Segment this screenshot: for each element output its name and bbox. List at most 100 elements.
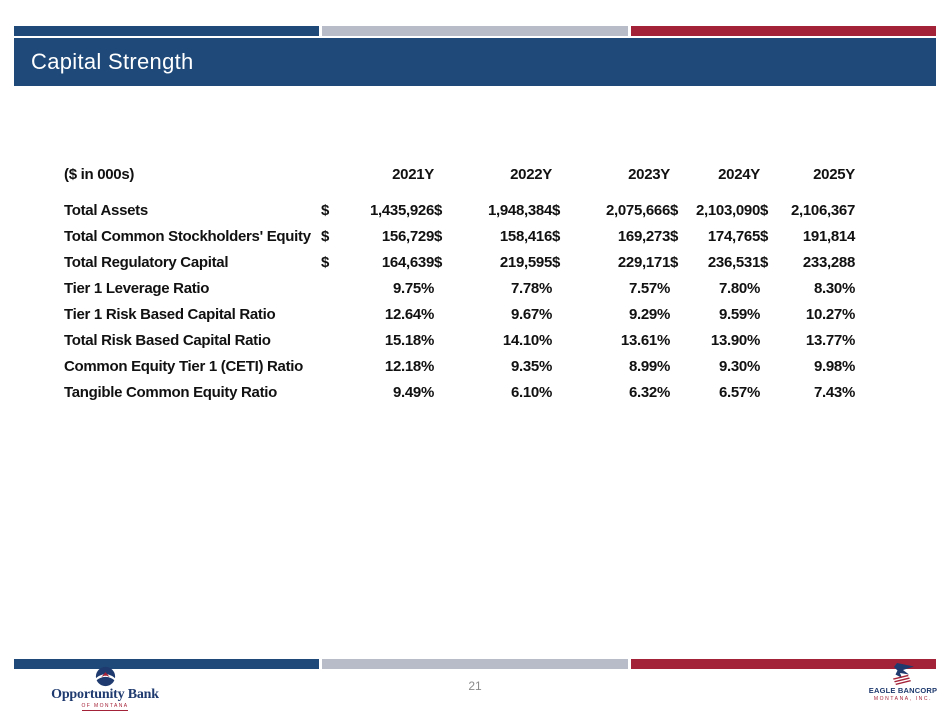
value-cell: 2,075,666 — [605, 201, 670, 219]
dollar-sign-cell — [670, 353, 686, 379]
title-banner: Capital Strength — [14, 38, 936, 86]
accent-segment-red — [630, 26, 936, 36]
dollar-sign-cell: $ — [670, 227, 679, 245]
opportunity-bank-name: Opportunity Bank — [51, 687, 159, 702]
value-cell: 156,729 — [381, 227, 434, 245]
table-row: Total Common Stockholders' Equity $156,72… — [64, 223, 855, 249]
value-cell: 13.61% — [620, 331, 670, 349]
value-cell: 6.10% — [510, 383, 552, 401]
dollar-sign-cell — [434, 301, 450, 327]
dollar-sign-cell: $ — [321, 201, 330, 219]
value-cell: 191,814 — [802, 227, 855, 245]
dollar-sign-cell: $ — [552, 227, 561, 245]
value-cell: 6.32% — [628, 383, 670, 401]
row-label: Tier 1 Leverage Ratio — [64, 279, 210, 297]
value-cell: 9.98% — [813, 357, 855, 375]
dollar-sign-cell — [552, 379, 568, 405]
table-row: Tier 1 Leverage Ratio 9.75% 7.78% 7.57% 7.80… — [64, 275, 855, 301]
year-header: 2022Y — [510, 166, 552, 183]
dollar-sign-cell — [760, 275, 776, 301]
row-label: Total Regulatory Capital — [64, 253, 229, 271]
dollar-sign-cell — [321, 353, 337, 379]
value-cell: 2,103,090 — [695, 201, 760, 219]
value-cell: 158,416 — [499, 227, 552, 245]
row-label: Common Equity Tier 1 (CETI) Ratio — [64, 357, 304, 375]
value-cell: 12.18% — [384, 357, 434, 375]
accent-segment-gray — [322, 659, 628, 669]
accent-segment-blue — [14, 659, 320, 669]
accent-segment-gray — [322, 26, 628, 36]
dollar-sign-cell — [321, 301, 337, 327]
dollar-sign-cell: $ — [434, 253, 443, 271]
value-cell: 236,531 — [707, 253, 760, 271]
dollar-sign-cell: $ — [321, 253, 330, 271]
row-label: Total Common Stockholders' Equity — [64, 227, 311, 245]
value-cell: 9.59% — [718, 305, 760, 323]
dollar-sign-cell: $ — [552, 201, 561, 219]
table-row: Tangible Common Equity Ratio 9.49% 6.10% 6.… — [64, 379, 855, 405]
page-title: Capital Strength — [31, 49, 194, 74]
dollar-sign-cell — [434, 353, 450, 379]
value-cell: 9.49% — [392, 383, 434, 401]
table-row: Total Assets $1,435,926 $1,948,384 $2,075,6… — [64, 197, 855, 223]
bottom-accent-bar — [14, 659, 936, 669]
opportunity-bank-subtitle: OF MONTANA — [81, 703, 129, 711]
value-cell: 233,288 — [802, 253, 855, 271]
dollar-sign-cell — [670, 379, 686, 405]
table-header-row: ($ in 000s) 2021Y 2022Y 2023Y 2024Y 2025Y — [64, 163, 855, 197]
value-cell: 2,106,367 — [790, 201, 855, 219]
dollar-sign-cell — [760, 327, 776, 353]
dollar-sign-cell — [552, 327, 568, 353]
top-accent-bar — [14, 26, 936, 36]
opportunity-bank-mark-icon — [94, 666, 116, 687]
year-header: 2024Y — [718, 166, 760, 183]
eagle-bancorp-subtitle: MONTANA, INC. — [873, 695, 933, 702]
dollar-sign-cell — [670, 301, 686, 327]
eagle-bancorp-logo: EAGLE BANCORP MONTANA, INC. — [864, 662, 942, 702]
value-cell: 13.90% — [710, 331, 760, 349]
dollar-sign-cell: $ — [321, 227, 330, 245]
value-cell: 1,435,926 — [369, 201, 434, 219]
value-cell: 7.80% — [718, 279, 760, 297]
page-number: 21 — [468, 679, 482, 693]
year-header: 2025Y — [813, 166, 855, 183]
value-cell: 219,595 — [499, 253, 552, 271]
value-cell: 9.29% — [628, 305, 670, 323]
dollar-sign-cell: $ — [434, 227, 443, 245]
value-cell: 7.43% — [813, 383, 855, 401]
capital-table: ($ in 000s) 2021Y 2022Y 2023Y 2024Y 2025Y Tot… — [64, 163, 855, 405]
value-cell: 9.30% — [718, 357, 760, 375]
accent-segment-blue — [14, 26, 320, 36]
value-cell: 9.67% — [510, 305, 552, 323]
value-cell: 9.35% — [510, 357, 552, 375]
value-cell: 14.10% — [502, 331, 552, 349]
row-label: Total Risk Based Capital Ratio — [64, 331, 271, 349]
table-row: Tier 1 Risk Based Capital Ratio 12.64% 9.6… — [64, 301, 855, 327]
dollar-sign-cell — [670, 275, 686, 301]
row-label: Tangible Common Equity Ratio — [64, 383, 277, 401]
dollar-sign-cell — [434, 327, 450, 353]
value-cell: 10.27% — [805, 305, 855, 323]
dollar-sign-cell: $ — [552, 253, 561, 271]
eagle-icon — [893, 663, 914, 685]
value-cell: 1,948,384 — [487, 201, 552, 219]
year-header: 2023Y — [628, 166, 670, 183]
row-label: Total Assets — [64, 201, 148, 219]
value-cell: 174,765 — [707, 227, 760, 245]
dollar-sign-cell: $ — [760, 201, 769, 219]
dollar-sign-cell — [321, 327, 337, 353]
dollar-sign-cell — [552, 353, 568, 379]
value-cell: 8.99% — [628, 357, 670, 375]
eagle-bancorp-name: EAGLE BANCORP — [868, 686, 938, 695]
dollar-sign-cell — [321, 275, 337, 301]
dollar-sign-cell — [760, 379, 776, 405]
dollar-sign-cell — [321, 379, 337, 405]
row-label: Tier 1 Risk Based Capital Ratio — [64, 305, 276, 323]
value-cell: 13.77% — [805, 331, 855, 349]
dollar-sign-cell — [760, 353, 776, 379]
dollar-sign-cell — [670, 327, 686, 353]
table-row: Common Equity Tier 1 (CETI) Ratio 12.18% 9… — [64, 353, 855, 379]
accent-segment-red — [630, 659, 936, 669]
value-cell: 7.57% — [628, 279, 670, 297]
